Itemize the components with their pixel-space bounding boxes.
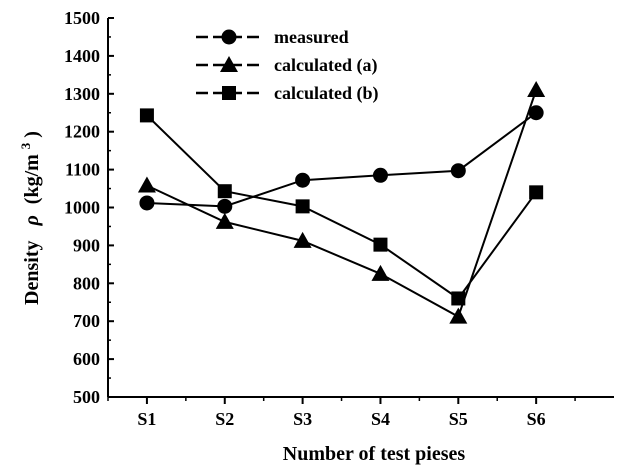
- data-point-calculated-b: [295, 199, 310, 214]
- series-layer: [137, 81, 546, 324]
- data-point-calculated-a: [293, 231, 312, 248]
- data-point-calculated-a: [527, 81, 546, 98]
- series-calculated-b: [139, 108, 544, 306]
- data-point-measured: [139, 195, 155, 211]
- axes: 500 600 700 800 900 1000 1100 1200 1300 1400 1500 S…: [64, 8, 614, 429]
- data-point-calculated-b: [373, 237, 388, 252]
- x-tick-label: S2: [215, 409, 234, 429]
- legend: measured calculated (a) calculated (b): [196, 27, 378, 104]
- legend-item-measured: measured: [196, 27, 349, 47]
- series-line-calculated-b: [146, 114, 537, 300]
- y-tick-label: 1500: [64, 8, 100, 28]
- y-tick-label: 800: [73, 273, 100, 293]
- y-tick-label: 1100: [65, 160, 100, 180]
- legend-marker-square: [222, 86, 236, 100]
- x-tick-label: S3: [293, 409, 312, 429]
- data-point-measured: [528, 105, 544, 121]
- y-axis-title-prefix: Density: [21, 241, 43, 305]
- legend-item-calculated-b: calculated (b): [196, 83, 378, 104]
- y-tick-label: 1300: [64, 84, 100, 104]
- x-tick-label: S1: [137, 409, 156, 429]
- y-tick-label: 700: [73, 311, 100, 331]
- series-line-measured: [146, 111, 537, 208]
- data-point-calculated-a: [137, 176, 156, 193]
- data-point-measured: [372, 167, 388, 183]
- y-tick-label: 500: [73, 387, 100, 407]
- data-point-measured: [295, 172, 311, 188]
- data-point-calculated-b: [139, 108, 154, 123]
- y-tick-label: 1200: [64, 122, 100, 142]
- legend-marker-triangle: [220, 56, 238, 72]
- data-point-calculated-b: [529, 185, 544, 200]
- data-point-calculated-b: [451, 291, 466, 306]
- y-tick-label: 1400: [64, 46, 100, 66]
- data-point-calculated-b: [217, 184, 232, 199]
- y-tick-label: 1000: [64, 198, 100, 218]
- legend-label: measured: [274, 27, 349, 47]
- y-axis-title-unit-close: ): [21, 131, 43, 138]
- x-axis-title: Number of test pieses: [283, 443, 466, 465]
- y-tick-label: 600: [73, 349, 100, 369]
- series-measured: [139, 105, 544, 214]
- y-axis-title: Density ρ (kg/m 3 ): [13, 131, 43, 305]
- y-axis-title-unit-sup: 3: [18, 142, 33, 149]
- x-tick-label: S6: [527, 409, 546, 429]
- x-tick-label: S4: [371, 409, 390, 429]
- y-axis-title-unit: (kg/m: [21, 154, 43, 204]
- legend-marker-circle: [221, 29, 237, 45]
- y-tick-label: 900: [73, 235, 100, 255]
- data-point-calculated-a: [371, 264, 390, 281]
- series-calculated-a: [137, 81, 546, 324]
- series-line-calculated-a: [146, 89, 538, 319]
- legend-label: calculated (a): [274, 55, 377, 76]
- data-point-measured: [217, 198, 233, 214]
- legend-label: calculated (b): [274, 83, 378, 104]
- data-point-measured: [450, 163, 466, 179]
- legend-item-calculated-a: calculated (a): [196, 55, 377, 76]
- x-tick-label: S5: [449, 409, 468, 429]
- y-axis-title-symbol: ρ: [21, 215, 43, 226]
- data-point-calculated-a: [215, 212, 234, 229]
- data-point-calculated-a: [449, 307, 468, 324]
